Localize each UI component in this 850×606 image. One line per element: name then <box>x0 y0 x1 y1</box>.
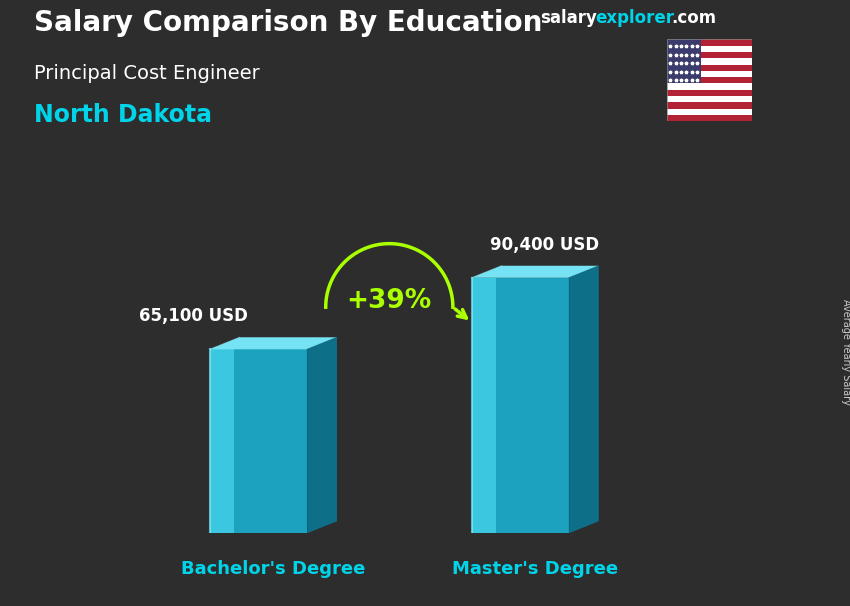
Polygon shape <box>210 338 337 349</box>
Text: Bachelor's Degree: Bachelor's Degree <box>181 561 366 578</box>
Polygon shape <box>569 266 598 533</box>
Bar <box>667 108 752 115</box>
Bar <box>667 65 752 71</box>
Text: Salary Comparison By Education: Salary Comparison By Education <box>34 9 542 37</box>
Bar <box>667 58 752 65</box>
Polygon shape <box>234 349 307 533</box>
Bar <box>667 52 752 58</box>
Bar <box>667 115 752 121</box>
Bar <box>667 39 752 45</box>
Polygon shape <box>210 349 234 533</box>
Bar <box>667 90 752 96</box>
Bar <box>667 71 752 77</box>
Text: Principal Cost Engineer: Principal Cost Engineer <box>34 64 260 82</box>
Bar <box>667 77 752 84</box>
Polygon shape <box>472 266 598 278</box>
Bar <box>667 39 701 84</box>
Bar <box>667 96 752 102</box>
Text: salary: salary <box>540 9 597 27</box>
Bar <box>667 102 752 108</box>
Text: +39%: +39% <box>347 288 432 314</box>
Text: .com: .com <box>672 9 717 27</box>
Text: explorer: explorer <box>595 9 674 27</box>
Polygon shape <box>472 278 496 533</box>
Bar <box>667 84 752 90</box>
Text: Average Yearly Salary: Average Yearly Salary <box>841 299 850 404</box>
Polygon shape <box>307 338 337 533</box>
Bar <box>667 45 752 52</box>
Text: Master's Degree: Master's Degree <box>452 561 618 578</box>
Text: 90,400 USD: 90,400 USD <box>490 236 599 254</box>
Text: North Dakota: North Dakota <box>34 103 212 127</box>
Polygon shape <box>496 278 569 533</box>
Text: 65,100 USD: 65,100 USD <box>139 307 247 325</box>
